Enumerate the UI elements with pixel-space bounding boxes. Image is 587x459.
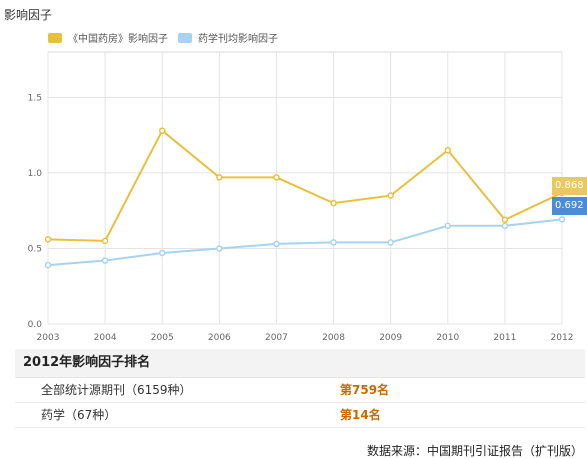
data-point-series1 <box>44 236 52 243</box>
plot-area <box>47 51 563 325</box>
data-point-series1 <box>273 174 280 181</box>
legend-item-series1[interactable]: 《中国药房》影响因子 <box>48 30 168 45</box>
data-point-series1 <box>501 216 509 223</box>
end-value-badge-series1: 0.868 <box>552 176 587 195</box>
x-tick-label: 2006 <box>208 333 231 343</box>
x-tick-label: 2008 <box>322 333 345 343</box>
data-point-series1 <box>330 199 337 207</box>
data-point-series2 <box>444 222 452 230</box>
data-point-series2 <box>216 245 223 252</box>
data-point-series2 <box>558 216 566 223</box>
x-tick-label: 2007 <box>265 333 288 343</box>
ranking-panel: 2012年影响因子排名 全部统计源期刊（6159种） 第759名 药学（67种）… <box>15 349 585 428</box>
legend-label-series2: 药学刊均影响因子 <box>198 34 278 45</box>
x-tick-label: 2011 <box>493 333 516 343</box>
ranking-title: 2012年影响因子排名 <box>15 349 585 378</box>
y-tick-label: 0.5 <box>28 244 42 254</box>
impact-factor-line-chart: 0.0 0.5 1.0 1.5 2003 2004 2005 2006 2007 2008 2009… <box>28 51 574 343</box>
x-tick-label: 2005 <box>151 333 174 343</box>
x-tick-label: 2010 <box>436 333 459 343</box>
data-point-series1 <box>387 192 394 199</box>
x-tick-label: 2004 <box>94 333 117 343</box>
data-point-series1 <box>101 237 109 245</box>
x-tick-label: 2012 <box>551 333 574 343</box>
legend-swatch-series1 <box>48 32 62 43</box>
ranking-row-label: 药学（67种） <box>41 408 117 422</box>
ranking-row: 全部统计源期刊（6159种） 第759名 <box>15 378 585 403</box>
data-point-series2 <box>158 249 166 257</box>
data-point-series1 <box>216 174 223 181</box>
legend-swatch-series2 <box>178 32 192 43</box>
data-point-series2 <box>387 239 394 246</box>
x-tick-label: 2003 <box>37 333 60 343</box>
end-value-badge-series2: 0.692 <box>552 197 587 216</box>
data-point-series2 <box>44 261 52 269</box>
ranking-row-value: 第14名 <box>340 408 381 422</box>
y-tick-label: 0.0 <box>28 320 43 330</box>
data-point-series2 <box>501 222 509 230</box>
data-point-series2 <box>101 257 109 264</box>
data-point-series1 <box>158 127 166 134</box>
data-point-series2 <box>330 239 337 246</box>
series-line-1 <box>47 129 563 242</box>
ranking-row-label: 全部统计源期刊（6159种） <box>41 383 192 397</box>
data-point-series1 <box>444 146 452 154</box>
data-source-note: 数据来源：中国期刊引证报告（扩刊版） <box>366 444 583 458</box>
y-tick-label: 1.0 <box>28 169 43 179</box>
legend-label-series1: 《中国药房》影响因子 <box>68 34 168 45</box>
y-axis-title: 影响因子 <box>4 8 53 22</box>
ranking-row-value: 第759名 <box>340 383 390 397</box>
data-point-series2 <box>273 240 280 248</box>
series-line-2 <box>47 218 563 267</box>
y-tick-label: 1.5 <box>28 93 42 103</box>
chart-legend: 《中国药房》影响因子 药学刊均影响因子 <box>48 30 288 45</box>
ranking-row: 药学（67种） 第14名 <box>15 403 585 428</box>
x-tick-label: 2009 <box>379 333 402 343</box>
legend-item-series2[interactable]: 药学刊均影响因子 <box>178 30 278 45</box>
